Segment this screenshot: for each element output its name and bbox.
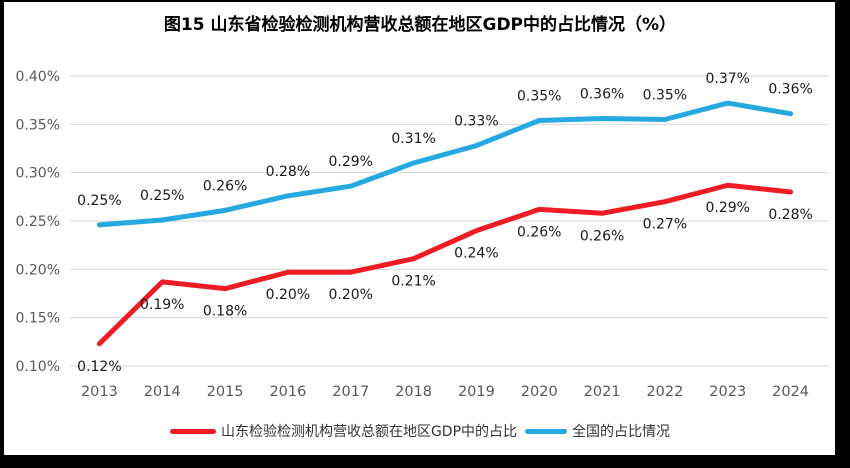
chart-title: 图15 山东省检验检测机构营收总额在地区GDP中的占比情况（%） <box>163 15 677 35</box>
legend-item-national: 全国的占比情况 <box>525 421 670 441</box>
x-axis-tick-label: 2015 <box>207 384 244 400</box>
y-axis-tick-label: 0.15% <box>16 311 60 327</box>
x-axis-tick-label: 2019 <box>458 384 495 400</box>
data-label: 0.27% <box>643 217 687 233</box>
y-axis-tick-label: 0.30% <box>16 166 60 182</box>
data-label: 0.36% <box>580 87 624 103</box>
x-axis-tick-label: 2023 <box>709 384 746 400</box>
y-axis-tick-label: 0.35% <box>16 117 60 133</box>
data-label: 0.25% <box>77 193 121 209</box>
legend-label-national: 全国的占比情况 <box>572 424 671 440</box>
data-label: 0.20% <box>329 287 373 303</box>
x-axis-tick-label: 2024 <box>772 384 809 400</box>
legend-label-shandong: 山东检验检测机构营收总额在地区GDP中的占比 <box>220 424 518 440</box>
legend-item-shandong: 山东检验检测机构营收总额在地区GDP中的占比 <box>169 421 518 441</box>
data-label: 0.12% <box>77 359 121 375</box>
national-series-line <box>96 100 794 228</box>
x-axis-tick-label: 2021 <box>584 384 621 400</box>
data-label: 0.29% <box>329 154 373 170</box>
frame-right-edge <box>835 0 850 468</box>
data-label: 0.21% <box>391 274 435 290</box>
data-label: 0.18% <box>203 304 247 320</box>
data-label: 0.31% <box>391 131 435 147</box>
x-axis-tick-label: 2013 <box>81 384 118 400</box>
data-label: 0.25% <box>140 188 184 204</box>
shandong-series-line <box>96 182 794 347</box>
data-label: 0.20% <box>266 287 310 303</box>
data-label: 0.28% <box>768 207 812 223</box>
data-label: 0.26% <box>203 178 247 194</box>
data-label: 0.26% <box>580 228 624 244</box>
blue-line-sample-icon <box>525 428 568 434</box>
data-label: 0.29% <box>706 200 750 216</box>
x-axis-tick-label: 2014 <box>144 384 181 400</box>
x-axis-tick-label: 2020 <box>521 384 558 400</box>
x-axis-tick-label: 2022 <box>646 384 683 400</box>
data-label: 0.36% <box>768 82 812 98</box>
red-line-sample-icon <box>169 428 216 434</box>
data-label: 0.19% <box>140 297 184 313</box>
data-label: 0.28% <box>266 164 310 180</box>
chart-legend: 山东检验检测机构营收总额在地区GDP中的占比 全国的占比情况 <box>10 421 830 441</box>
data-label: 0.35% <box>643 88 687 104</box>
data-label: 0.24% <box>454 246 498 262</box>
x-axis-tick-label: 2017 <box>332 384 369 400</box>
data-label: 0.26% <box>517 224 561 240</box>
data-label: 0.37% <box>706 71 750 87</box>
y-axis-tick-label: 0.10% <box>16 359 60 375</box>
y-axis-tick-label: 0.20% <box>16 262 60 278</box>
x-axis-tick-label: 2016 <box>269 384 306 400</box>
frame-left-edge <box>0 0 4 468</box>
data-label: 0.35% <box>517 88 561 104</box>
x-axis-tick-label: 2018 <box>395 384 432 400</box>
data-label: 0.33% <box>454 114 498 130</box>
frame-top-edge <box>0 0 850 2</box>
frame-bottom-edge <box>0 455 850 468</box>
y-axis-tick-label: 0.25% <box>16 214 60 230</box>
y-axis-tick-label: 0.40% <box>16 69 60 85</box>
